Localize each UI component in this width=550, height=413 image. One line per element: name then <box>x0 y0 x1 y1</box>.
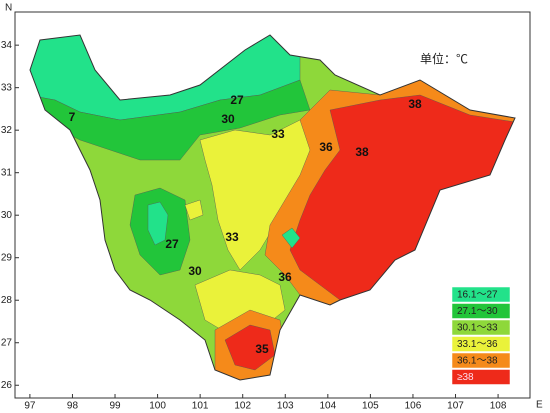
legend-swatch <box>451 369 511 385</box>
y-tick-label: 26 <box>1 380 13 391</box>
contour-label: 27 <box>230 93 244 107</box>
legend-swatch <box>451 336 511 352</box>
contour-label: 30 <box>188 264 202 278</box>
unit-label: 单位：℃ <box>420 51 468 66</box>
legend-label: ≥38 <box>457 372 474 383</box>
legend-label: 30.1～33 <box>457 323 498 334</box>
legend-label: 36.1～38 <box>457 356 498 367</box>
y-tick-label: 28 <box>1 295 13 306</box>
x-tick-label: 104 <box>319 401 336 412</box>
contour-label: 38 <box>408 97 422 111</box>
y-tick-label: 32 <box>1 125 13 136</box>
x-tick-label: 99 <box>109 401 121 412</box>
x-tick-label: 108 <box>490 401 507 412</box>
x-tick-label: 97 <box>24 401 36 412</box>
contour-label: 33 <box>225 230 239 244</box>
x-tick-label: 107 <box>447 401 464 412</box>
x-tick-label: 100 <box>149 401 166 412</box>
y-tick-label: 34 <box>1 40 13 51</box>
x-tick-label: 98 <box>67 401 79 412</box>
province-border <box>29 34 516 381</box>
x-tick-label: 103 <box>277 401 294 412</box>
temperature-zone <box>184 199 204 221</box>
x-tick-label: 105 <box>362 401 379 412</box>
temperature-zone <box>30 79 311 161</box>
legend-swatch <box>451 286 511 303</box>
legend-swatch <box>451 352 511 369</box>
contour-label: 30 <box>221 112 235 126</box>
legend-swatch <box>451 303 511 319</box>
y-tick-label: 29 <box>1 252 13 263</box>
x-axis-label: E <box>536 400 543 411</box>
y-tick-label: 27 <box>1 337 13 348</box>
y-axis-label: N <box>5 3 12 14</box>
x-tick-label: 106 <box>405 401 422 412</box>
y-tick-label: 31 <box>1 167 13 178</box>
y-tick-label: 33 <box>1 82 13 93</box>
contour-label: 7 <box>69 110 76 124</box>
temperature-zone <box>281 227 301 249</box>
x-tick-label: 101 <box>192 401 209 412</box>
x-tick-label: 102 <box>234 401 251 412</box>
contour-label: 35 <box>255 342 269 356</box>
legend-label: 33.1～36 <box>457 339 498 350</box>
legend-label: 27.1～30 <box>457 306 498 317</box>
contour-label: 36 <box>319 140 333 154</box>
contour-label: 27 <box>165 237 179 251</box>
contour-label: 36 <box>278 270 292 284</box>
contour-label: 38 <box>355 145 369 159</box>
legend-swatch <box>451 319 511 336</box>
temperature-zone <box>147 201 169 246</box>
legend-label: 16.1～27 <box>457 290 498 301</box>
y-tick-label: 30 <box>1 210 13 221</box>
contour-label: 33 <box>271 127 285 141</box>
